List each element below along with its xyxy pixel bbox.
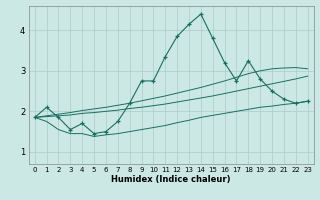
X-axis label: Humidex (Indice chaleur): Humidex (Indice chaleur) [111,175,231,184]
